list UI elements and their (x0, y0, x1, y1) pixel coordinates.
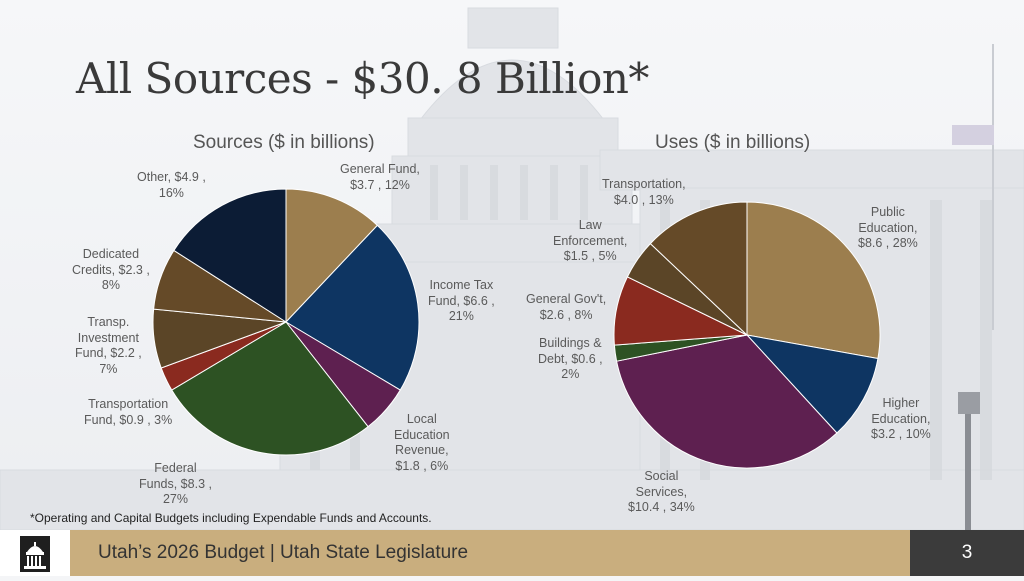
sources-label-federal-funds: Federal Funds, $8.3 , 27% (139, 461, 212, 506)
footer-text: Utah’s 2026 Budget | Utah State Legislat… (98, 542, 469, 563)
legislature-logo (0, 530, 70, 576)
sources-label-transp-investment-fund: Transp. Investment Fund, $2.2 , 7% (75, 315, 142, 376)
footnote: *Operating and Capital Budgets including… (30, 511, 432, 525)
footer-gold-bar (70, 530, 910, 576)
sources-slice-income-tax-fund (285, 224, 420, 391)
capitol-dome-icon (20, 536, 50, 572)
sources-label-transportation-fund: Transportation Fund, $0.9 , 3% (84, 397, 173, 427)
uses-label-higher-education: Higher Education, $3.2 , 10% (871, 396, 931, 441)
sources-slice-general-fund (285, 188, 379, 324)
sources-pie-chart (152, 188, 420, 456)
uses-slice-higher-education (745, 334, 879, 434)
sources-label-other: Other, $4.9 , 16% (137, 170, 206, 200)
page-number: 3 (961, 542, 973, 563)
footer-bar: Utah’s 2026 Budget | Utah State Legislat… (0, 530, 1024, 576)
uses-chart-title: Uses ($ in billions) (655, 132, 811, 153)
sources-label-income-tax-fund: Income Tax Fund, $6.6 , 21% (428, 278, 495, 323)
uses-slice-social-services (616, 334, 838, 469)
uses-label-social-services: Social Services, $10.4 , 34% (628, 469, 695, 514)
uses-label-public-education: Public Education, $8.6 , 28% (858, 205, 918, 250)
sources-label-general-fund: General Fund, $3.7 , 12% (340, 162, 420, 192)
sources-slice-federal-funds (171, 321, 369, 456)
sources-label-dedicated-credits: Dedicated Credits, $2.3 , 8% (72, 247, 150, 292)
sources-slice-other (173, 188, 287, 323)
uses-label-buildings-debt: Buildings & Debt, $0.6 , 2% (538, 336, 603, 381)
uses-pie-chart (613, 201, 881, 469)
uses-label-law-enforcement: Law Enforcement, $1.5 , 5% (553, 218, 628, 263)
uses-slice-transportation (649, 201, 748, 337)
uses-slice-public-education (746, 201, 881, 360)
sources-label-local-education-revenue: Local Education Revenue, $1.8 , 6% (394, 412, 450, 473)
sources-chart-title: Sources ($ in billions) (193, 132, 375, 153)
page-title: All Sources - $30. 8 Billion* (76, 54, 649, 103)
uses-label-transportation: Transportation, $4.0 , 13% (602, 177, 686, 207)
page-number-box: 3 (910, 530, 1024, 576)
pie-charts-canvas (152, 188, 881, 469)
uses-label-general-govt: General Gov't, $2.6 , 8% (526, 292, 607, 322)
